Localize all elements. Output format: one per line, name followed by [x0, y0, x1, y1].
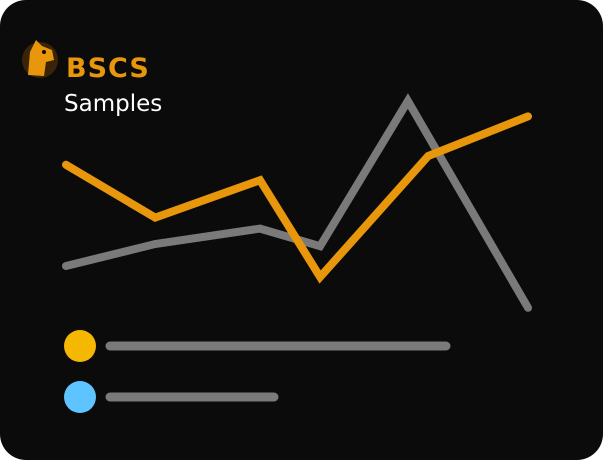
logo-icon — [22, 40, 58, 78]
line-series — [62, 112, 532, 284]
legend-dot — [64, 330, 96, 362]
brand: BSCS — [66, 53, 150, 84]
chart-title: Samples — [64, 91, 162, 117]
line-series — [62, 93, 532, 312]
legend-dot — [64, 381, 96, 413]
plot — [62, 93, 532, 312]
